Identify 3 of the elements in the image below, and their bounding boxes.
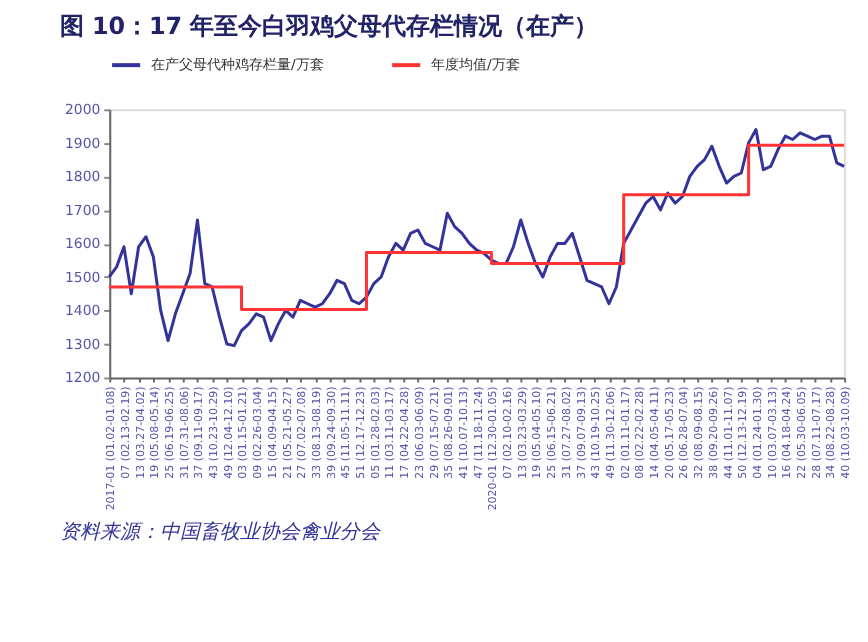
text: 资料来源：中国畜牧业协会禽业分会 [59, 520, 382, 545]
line-series [107, 127, 846, 348]
chart-title: 图 10：17 年至今白羽鸡父母代存栏情况（在产） [59, 11, 599, 40]
